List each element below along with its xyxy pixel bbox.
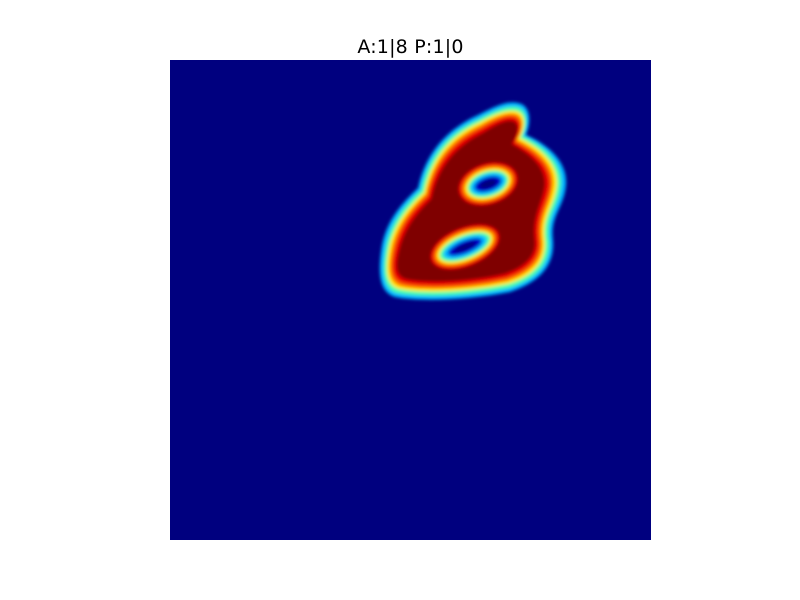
digit-eight-shape <box>379 102 567 300</box>
heatmap-panel <box>170 60 651 540</box>
digit-heatmap-image <box>170 60 651 540</box>
figure-title: A:1|8 P:1|0 <box>357 36 464 58</box>
heatmap-background <box>170 60 651 540</box>
digit-upper-hole <box>458 162 518 206</box>
digit-lower-hole <box>430 224 500 270</box>
